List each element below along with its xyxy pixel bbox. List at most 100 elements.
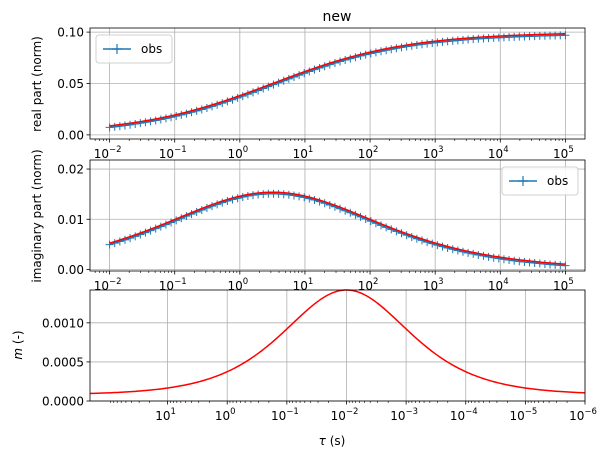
- legend-marker: [112, 44, 122, 54]
- x-tick-label: 105: [553, 277, 574, 293]
- x-tick-exponent: 2: [373, 145, 378, 155]
- axes-frame: [89, 289, 586, 402]
- series-fit-line: [109, 33, 566, 127]
- obs-marker: [474, 250, 483, 259]
- x-tick-exponent: −2: [346, 407, 359, 417]
- x-tick-label: 102: [358, 277, 379, 293]
- obs-marker: [161, 114, 170, 123]
- obs-marker: [289, 191, 298, 200]
- x-axis-unit: (s): [326, 434, 345, 448]
- obs-marker: [397, 43, 406, 52]
- y-tick-label: 0.01: [57, 213, 84, 227]
- obs-marker: [172, 112, 181, 121]
- x-tick-label: 101: [155, 407, 176, 423]
- x-tick-label: 105: [553, 145, 574, 161]
- x-tick-label: 10−5: [509, 407, 537, 423]
- x-tick-label: 10−1: [159, 145, 187, 161]
- obs-marker: [371, 48, 380, 57]
- obs-marker: [438, 37, 447, 46]
- obs-marker: [238, 193, 247, 202]
- axes-frame: [89, 159, 586, 272]
- legend-box: [501, 166, 579, 196]
- obs-marker: [387, 45, 396, 54]
- x-tick-label: 10−6: [569, 407, 597, 423]
- grid: [90, 28, 585, 139]
- x-tick-label: 104: [488, 145, 509, 161]
- x-tick-exponent: −1: [286, 407, 299, 417]
- obs-marker: [418, 40, 427, 49]
- x-tick-exponent: 5: [568, 145, 573, 155]
- obs-marker: [141, 118, 150, 127]
- legend: obs: [501, 166, 579, 196]
- obs-marker: [443, 243, 452, 252]
- y-axis-label: m (-): [11, 330, 25, 359]
- obs-marker: [300, 193, 309, 202]
- obs-marker: [499, 255, 508, 264]
- obs-marker: [377, 47, 386, 56]
- x-tick-label: 100: [227, 145, 248, 161]
- series-layer: [105, 31, 570, 132]
- obs-marker: [489, 253, 498, 262]
- obs-marker: [248, 191, 257, 200]
- x-tick-exponent: −1: [174, 277, 187, 287]
- y-tick-label: 0.05: [57, 77, 84, 91]
- obs-marker: [136, 119, 145, 128]
- x-tick-label: 10−1: [271, 407, 299, 423]
- x-tick-exponent: −1: [174, 145, 187, 155]
- panel-distribution: 101 100 10−1 10−2 10−3 10−4 10−5 10−60.00000.00…: [11, 289, 597, 448]
- y-axis-unit: (-): [11, 330, 25, 348]
- x-tick-exponent: 1: [308, 277, 313, 287]
- obs-marker: [407, 41, 416, 50]
- x-tick-label: 102: [358, 145, 379, 161]
- y-tick-label: 0.0000: [42, 395, 84, 409]
- x-tick-label: 10−2: [331, 407, 359, 423]
- x-tick-exponent: 5: [568, 277, 573, 287]
- obs-marker: [120, 121, 129, 130]
- grid: [90, 290, 586, 402]
- x-tick-label: 103: [423, 145, 444, 161]
- obs-marker: [494, 254, 503, 263]
- obs-marker: [105, 240, 114, 249]
- x-tick-exponent: −2: [109, 145, 122, 155]
- y-tick-label: 0.0005: [42, 355, 84, 369]
- x-tick-exponent: 4: [503, 277, 508, 287]
- legend: obs: [95, 34, 173, 64]
- obs-marker: [131, 119, 140, 128]
- x-tick-exponent: −6: [584, 407, 597, 417]
- legend-marker: [518, 176, 528, 186]
- series-obs-line: [109, 192, 566, 267]
- obs-marker: [433, 38, 442, 47]
- x-tick-exponent: 2: [373, 277, 378, 287]
- obs-marker: [110, 122, 119, 131]
- obs-marker: [412, 41, 421, 50]
- obs-marker: [392, 44, 401, 53]
- obs-marker: [187, 108, 196, 117]
- obs-marker: [464, 248, 473, 257]
- obs-marker: [156, 115, 165, 124]
- y-tick-label: 0.00: [57, 263, 84, 277]
- obs-marker: [453, 246, 462, 255]
- x-tick-label: 10−2: [94, 277, 122, 293]
- obs-marker: [356, 51, 365, 60]
- obs-marker: [151, 116, 160, 125]
- obs-marker: [126, 120, 135, 129]
- x-tick-exponent: −5: [525, 407, 538, 417]
- obs-marker: [525, 258, 534, 267]
- y-tick-label: 0.02: [57, 163, 84, 177]
- obs-marker: [366, 49, 375, 58]
- obs-marker: [115, 122, 124, 131]
- x-axis-label: τ (s): [319, 434, 346, 448]
- ticks: 101 100 10−1 10−2 10−3 10−4 10−5 10−60.00000.00…: [42, 316, 597, 423]
- y-axis-label: real part (norm): [30, 36, 44, 132]
- obs-marker: [382, 46, 391, 55]
- obs-marker: [520, 257, 529, 266]
- y-axis-symbol: m: [11, 348, 25, 360]
- x-tick-exponent: 4: [503, 145, 508, 155]
- x-tick-label: 10−1: [159, 277, 187, 293]
- obs-marker: [243, 192, 252, 201]
- obs-marker: [295, 192, 304, 201]
- y-axis-label: imaginary part (norm): [30, 149, 44, 282]
- series-fit-line: [89, 289, 586, 395]
